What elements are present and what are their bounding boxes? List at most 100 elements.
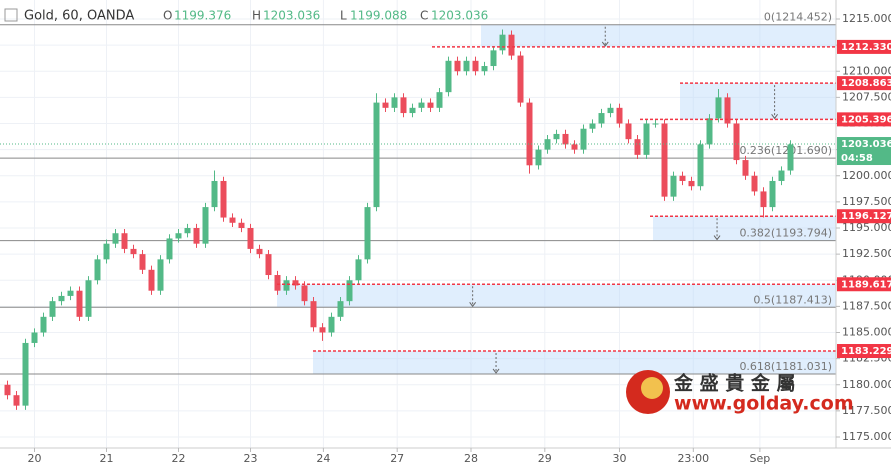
candle-body <box>247 228 254 249</box>
y-tick-label: 1195.000 <box>842 221 891 234</box>
header-key: C <box>420 9 428 23</box>
arrow-head <box>469 301 477 308</box>
candle-body <box>616 107 623 124</box>
candle-body <box>22 342 29 406</box>
fib-label: 0(1214.452) <box>764 11 832 24</box>
level-badge <box>837 277 891 292</box>
level-label: 1205.396 <box>841 114 891 125</box>
fib-label: 0.5(1187.413) <box>753 293 832 306</box>
countdown: 04:58 <box>841 153 873 164</box>
candle-body <box>589 123 596 129</box>
y-tick-label: 1197.500 <box>842 195 891 208</box>
candle-body <box>166 238 173 260</box>
candle-body <box>121 233 128 249</box>
chart-title: Gold, 60, OANDA <box>24 9 134 24</box>
candle-body <box>535 149 542 166</box>
candle-body <box>715 97 722 119</box>
zone <box>313 351 836 374</box>
y-tick-label: 1200.000 <box>842 169 891 182</box>
candle-body <box>49 301 56 317</box>
candle-body <box>310 301 317 328</box>
arrow-head <box>492 368 500 374</box>
candle-body <box>202 207 209 244</box>
candle-body <box>607 107 614 114</box>
candle-body <box>13 395 20 406</box>
level-badge <box>837 76 891 91</box>
candle-body <box>94 259 101 281</box>
candle-body <box>508 34 515 56</box>
x-tick-label: 30 <box>613 452 627 465</box>
x-tick-label: 28 <box>464 452 478 465</box>
y-tick-label: 1185.000 <box>842 326 891 339</box>
axes: 1175.0001177.5001180.0001182.5001185.000… <box>28 12 891 465</box>
candle-body <box>760 191 767 208</box>
x-tick-label: 24 <box>316 452 330 465</box>
y-tick-label: 1180.000 <box>842 378 891 391</box>
candle-body <box>139 254 146 270</box>
logo <box>641 377 663 399</box>
level-label: 1212.330 <box>841 42 891 53</box>
x-tick-label: 23:00 <box>677 452 709 465</box>
header-value: 1203.036 <box>263 9 320 23</box>
candle-body <box>4 384 11 396</box>
zones: 0(1214.452) 0.236(1201.690) 0.382(1193.794… <box>0 11 836 375</box>
y-tick-label: 1177.500 <box>842 404 891 417</box>
fib-label: 0.236(1201.690) <box>739 144 832 157</box>
candle-body <box>319 327 326 333</box>
x-tick-label: 22 <box>172 452 186 465</box>
candle-body <box>580 128 587 150</box>
candle-body <box>436 92 443 108</box>
candle-body <box>373 102 380 208</box>
level-badge <box>837 209 891 224</box>
header-key: O <box>163 9 172 23</box>
fib-label: 0.382(1193.794) <box>739 227 832 240</box>
candle-body <box>706 118 713 145</box>
candle-body <box>769 180 776 208</box>
candle-body <box>301 285 308 302</box>
candle-body <box>238 222 245 228</box>
level-badge <box>837 112 891 127</box>
zone <box>277 284 836 308</box>
candle-body <box>670 175 677 197</box>
candle-body <box>382 102 389 108</box>
candle-body <box>697 144 704 187</box>
candle-body <box>355 259 362 281</box>
x-tick-label: 29 <box>538 452 552 465</box>
candle-body <box>490 50 497 67</box>
candle-body <box>130 248 137 255</box>
candle-body <box>571 144 578 150</box>
candle-body <box>778 170 785 181</box>
candle-body <box>211 180 218 208</box>
y-tick-label: 1207.500 <box>842 90 891 103</box>
x-tick-label: 27 <box>390 452 404 465</box>
candle-body <box>733 123 740 161</box>
level-label: 1196.127 <box>841 211 891 222</box>
candle-body <box>787 144 794 171</box>
candle-body <box>58 295 65 302</box>
candle-body <box>544 139 551 150</box>
arrow-head <box>601 41 609 47</box>
candle-body <box>463 60 470 72</box>
watermark-url: www.golday.com <box>674 393 854 415</box>
candle-body <box>229 217 236 223</box>
candle-body <box>553 133 560 140</box>
candle-body <box>445 60 452 93</box>
candle-body <box>292 280 299 286</box>
candle-body <box>499 34 506 51</box>
candle-body <box>391 97 398 108</box>
header-key: H <box>252 9 261 23</box>
candle-body <box>634 139 641 155</box>
grid <box>0 0 836 448</box>
candle-body <box>175 233 182 239</box>
candle-body <box>31 332 38 343</box>
candle-body <box>418 102 425 108</box>
candle-body <box>328 316 335 333</box>
header-key: L <box>340 9 347 23</box>
candle-body <box>283 280 290 291</box>
candle-body <box>742 160 749 176</box>
y-tick-label: 1187.500 <box>842 299 891 312</box>
candle-body <box>661 123 668 197</box>
level-badge <box>837 39 891 54</box>
candle-body <box>148 269 155 291</box>
